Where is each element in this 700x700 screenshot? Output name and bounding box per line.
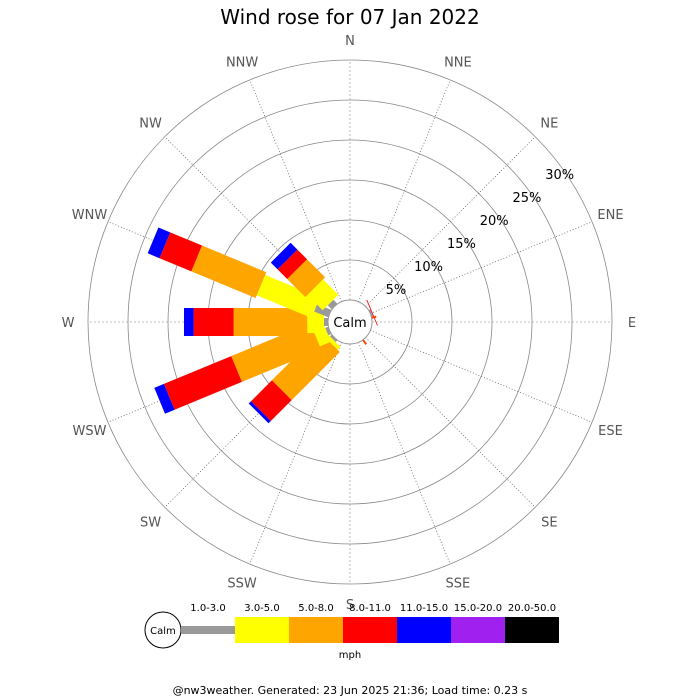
direction-label-sw: SW — [140, 515, 161, 530]
bar-nw-8.0-11.0 — [277, 249, 307, 279]
spoke-ssw — [249, 342, 342, 565]
direction-label-wnw: WNW — [72, 208, 108, 223]
direction-label-ese: ESE — [598, 424, 623, 439]
direction-label-ssw: SSW — [227, 577, 257, 592]
bar-w-1.0-3.0 — [324, 318, 328, 326]
direction-label-ene: ENE — [597, 208, 623, 223]
bar-wsw-5.0-8.0 — [231, 323, 321, 382]
pct-label-5: 5% — [386, 283, 407, 298]
spoke-se — [365, 337, 536, 508]
footer-text: @nw3weather. Generated: 23 Jun 2025 21:3… — [173, 684, 528, 697]
calm-label: Calm — [333, 316, 366, 331]
direction-label-ne: NE — [540, 117, 558, 132]
direction-label-nne: NNE — [444, 56, 472, 71]
legend-swatch-15.0-20.0 — [451, 617, 505, 643]
pct-label-30: 30% — [545, 168, 574, 183]
bar-w-8.0-11.0 — [193, 308, 234, 336]
bar-wnw-8.0-11.0 — [159, 232, 202, 272]
bar-ene-1.0-3.0 — [368, 309, 374, 318]
spoke-ese — [370, 330, 593, 423]
legend-label-5.0-8.0: 5.0-8.0 — [298, 603, 333, 614]
bar-wnw-1.0-3.0 — [314, 304, 332, 318]
direction-label-nw: NW — [139, 117, 162, 132]
bar-wnw-3.0-5.0 — [256, 274, 320, 318]
bar-wnw-5.0-8.0 — [191, 245, 267, 298]
bar-wnw-11.0-15.0 — [147, 227, 171, 259]
direction-label-w: W — [62, 316, 75, 331]
direction-label-sse: SSE — [446, 577, 471, 592]
spoke-ne — [365, 136, 536, 307]
legend-label-1.0-3.0: 1.0-3.0 — [190, 603, 225, 614]
direction-label-nnw: NNW — [226, 56, 258, 71]
sliver-0 — [371, 315, 377, 319]
legend-swatch-3.0-5.0 — [235, 617, 289, 643]
legend-label-11.0-15.0: 11.0-15.0 — [400, 603, 448, 614]
bar-sw-1.0-3.0 — [329, 334, 338, 343]
bar-nw-1.0-3.0 — [327, 299, 338, 310]
bar-sw-11.0-15.0 — [248, 401, 271, 424]
spoke-ene — [370, 221, 593, 314]
direction-label-wsw: WSW — [73, 424, 107, 439]
bar-nw-11.0-15.0 — [270, 242, 298, 270]
legend-calm-label: Calm — [150, 626, 176, 637]
bar-wsw-8.0-11.0 — [163, 356, 242, 410]
units-label: mph — [339, 650, 361, 661]
spoke-sse — [358, 342, 451, 565]
spoke-nnw — [249, 79, 342, 302]
wind-bars — [147, 227, 378, 424]
calm-circle — [327, 299, 373, 345]
legend-label-15.0-20.0: 15.0-20.0 — [454, 603, 502, 614]
bar-w-11.0-15.0 — [184, 308, 194, 336]
pct-label-15: 15% — [447, 237, 476, 252]
bar-wsw-11.0-15.0 — [154, 383, 175, 414]
legend-label-20.0-50.0: 20.0-50.0 — [508, 603, 556, 614]
grid-circle-30 — [87, 59, 613, 585]
legend-label-8.0-11.0: 8.0-11.0 — [349, 603, 391, 614]
chart-title: Wind rose for 07 Jan 2022 — [220, 5, 479, 29]
percentage-labels: 5% 10% 15% 20%25% 30% — [386, 168, 575, 298]
direction-label-n: N — [345, 34, 355, 49]
bar-w-5.0-8.0 — [233, 308, 308, 336]
legend-swatch-11.0-15.0 — [397, 617, 451, 643]
sliver-1 — [362, 339, 368, 345]
legend-swatch-5.0-8.0 — [289, 617, 343, 643]
bar-nw-3.0-5.0 — [307, 279, 339, 311]
bar-nw-5.0-8.0 — [287, 259, 326, 298]
spoke-nne — [358, 79, 451, 302]
legend-swatch-8.0-11.0 — [343, 617, 397, 643]
bar-sw-5.0-8.0 — [271, 332, 340, 401]
direction-label-se: SE — [541, 515, 557, 530]
speed-legend: Calm 1.0-3.0 3.0-5.0 5.0-8.0 8.0-11.0 11.0-15… — [144, 603, 559, 649]
pct-label-25: 25% — [512, 191, 541, 206]
direction-labels: N NNE NE ENE E ESE SE SSE S SSW SW WSW W WNW NW NNW — [62, 34, 637, 613]
direction-label-s: S — [346, 598, 354, 613]
bar-sw-8.0-11.0 — [251, 380, 292, 421]
bar-ene-8.0-11.0 — [366, 299, 378, 326]
pct-label-20: 20% — [480, 214, 509, 229]
pct-label-10: 10% — [414, 260, 443, 275]
legend-label-3.0-5.0: 3.0-5.0 — [244, 603, 279, 614]
bar-wsw-1.0-3.0 — [325, 326, 332, 336]
legend-swatch-1.0-3.0 — [181, 626, 235, 634]
legend-swatch-20.0-50.0 — [505, 617, 559, 643]
direction-label-e: E — [628, 316, 636, 331]
